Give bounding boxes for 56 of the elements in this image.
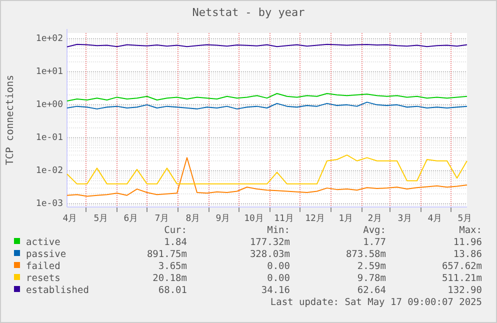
y-axis-title: TCP connections — [5, 74, 16, 166]
y-tick-label: 1e+02 — [36, 34, 63, 44]
text: 1.77 — [363, 237, 386, 248]
line-series — [66, 157, 468, 197]
y-tick-label: 1e+00 — [36, 100, 63, 110]
text: 328.03m — [250, 249, 290, 260]
x-tick-label: 12月 — [305, 214, 325, 224]
text: 9.78m — [357, 273, 386, 284]
legend-label: resets — [26, 273, 60, 284]
text: 657.62m — [442, 261, 482, 272]
x-tick-label: 3月 — [398, 214, 412, 224]
y-tick-label: 1e-02 — [36, 166, 63, 176]
x-tick-label: 6月 — [124, 214, 138, 224]
x-tick-label: 5月 — [458, 214, 472, 224]
y-tick-label: 1e-01 — [36, 132, 63, 143]
text: 1.84 — [164, 237, 188, 248]
text: Cur: — [164, 225, 187, 236]
text: 34.16 — [261, 285, 290, 296]
line-series — [66, 154, 468, 184]
text: 511.21m — [442, 273, 482, 284]
x-tick-label: 4月 — [62, 214, 78, 224]
text: 177.32m — [250, 237, 290, 248]
text: 20.18m — [152, 273, 188, 284]
text: 62.64 — [357, 285, 386, 296]
x-tick-label: 7月 — [154, 214, 170, 224]
text: 0.00 — [267, 261, 290, 272]
text: 873.58m — [346, 249, 386, 260]
chart-title: Netstat - by year — [192, 6, 306, 19]
x-tick-label: 4月 — [428, 214, 442, 224]
x-tick-label: 8月 — [186, 214, 200, 224]
y-tick-label: 1e+01 — [36, 66, 63, 77]
text: Max: — [459, 225, 482, 236]
line-series — [66, 93, 468, 102]
x-tick-label: 2月 — [368, 214, 382, 224]
x-tick-label: 5月 — [94, 214, 108, 224]
text: Avg: — [363, 225, 386, 236]
text: 891.75m — [146, 249, 188, 260]
legend-label: failed — [26, 261, 60, 272]
text: 0.00 — [267, 273, 290, 284]
text: 3.65m — [158, 261, 188, 272]
legend-label: established — [26, 285, 89, 296]
text: 11.96 — [453, 237, 482, 248]
line-series — [66, 102, 468, 110]
x-tick-label: 10月 — [244, 214, 264, 224]
x-tick-label: 1月 — [338, 214, 354, 224]
y-tick-label: 1e-03 — [36, 198, 63, 209]
x-tick-label: 9月 — [216, 214, 230, 224]
legend-label: passive — [26, 249, 66, 260]
text: 68.01 — [158, 285, 188, 296]
text: 132.90 — [448, 285, 482, 296]
text: 13.86 — [453, 249, 482, 260]
x-tick-label: 11月 — [274, 214, 294, 224]
text: Min: — [267, 225, 290, 236]
legend-label: active — [26, 237, 61, 248]
text: 2.59m — [357, 261, 386, 272]
text: Last update: Sat May 17 09:00:07 2025 — [270, 297, 482, 308]
